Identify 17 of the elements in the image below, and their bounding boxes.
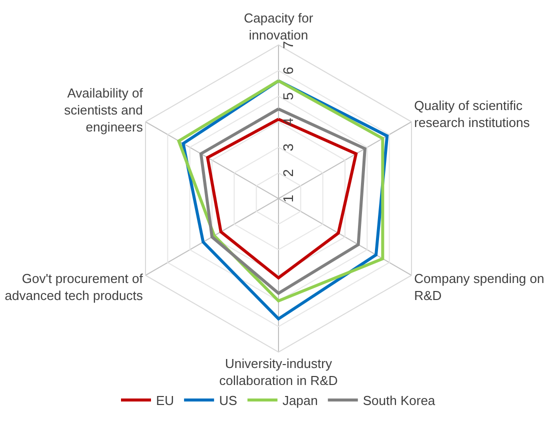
y-tick-label: 3	[280, 143, 296, 152]
y-tick-label: 5	[280, 92, 296, 100]
spoke-label: Quality of scientific research institutions	[414, 98, 530, 130]
legend-label: South Korea	[362, 393, 436, 408]
y-tick-label: 7	[280, 40, 296, 49]
spoke-label: University-industry collaboration in R&D	[219, 356, 338, 388]
y-tick-label: 2	[280, 168, 296, 177]
y-tick-label: 6	[280, 66, 296, 74]
legend-label: US	[219, 393, 238, 408]
legend-label: Japan	[282, 393, 318, 408]
spoke-label: Gov't procurement of advanced tech products	[4, 271, 144, 303]
y-tick-label: 4	[280, 118, 296, 126]
y-tick-label: 1	[280, 194, 296, 202]
legend-label: EU	[156, 393, 174, 408]
spoke-label: Company spending on R&D	[414, 271, 544, 303]
spoke-label: Availability of scientists and engineers	[64, 86, 144, 134]
spoke-label: Capacity for innovation	[244, 10, 314, 42]
